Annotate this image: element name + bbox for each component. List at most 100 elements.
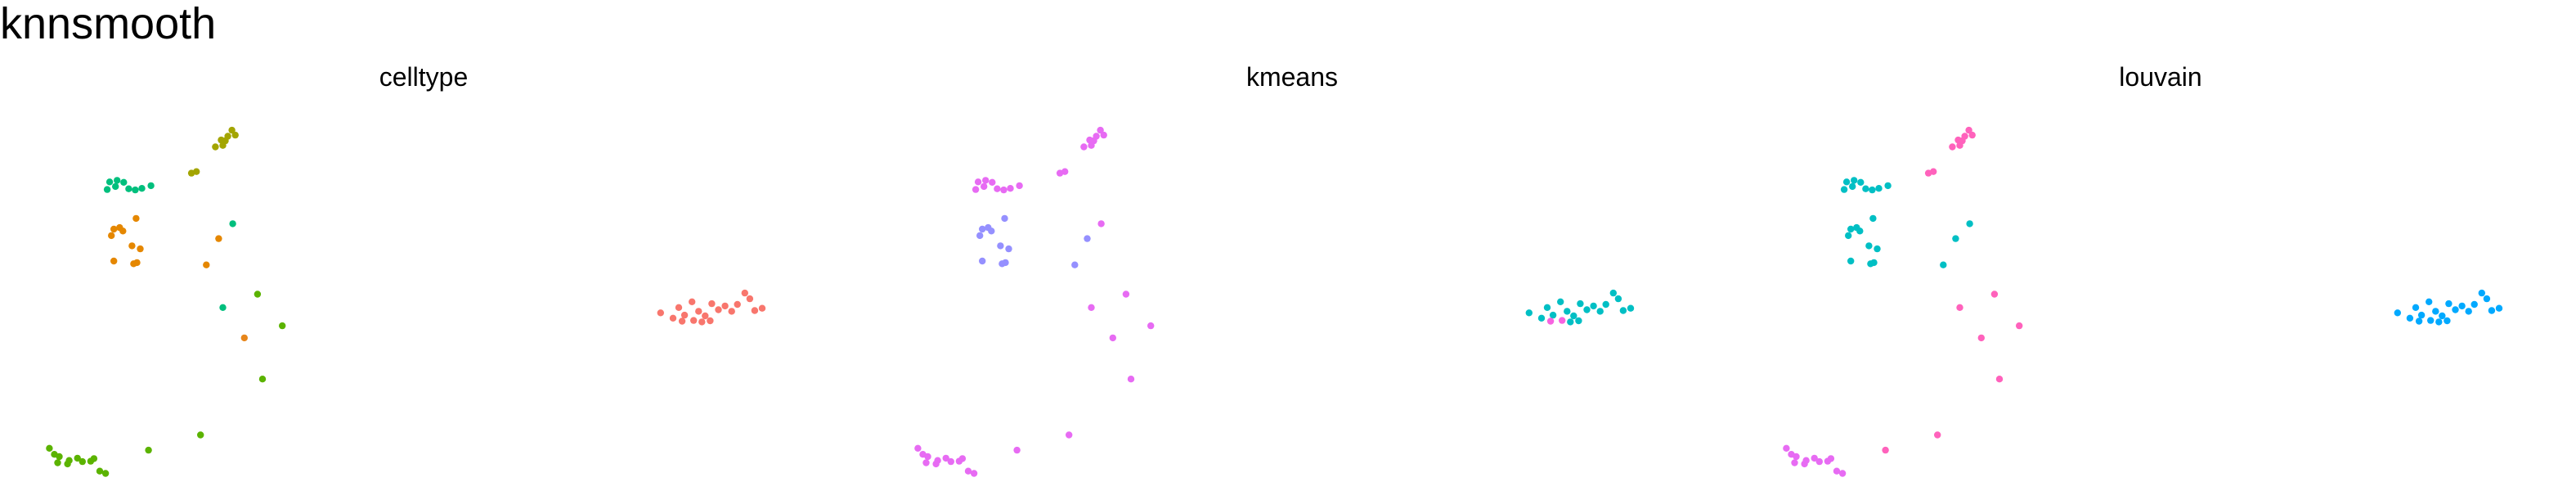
louvain-point-18: [1966, 220, 1973, 227]
kmeans-point-59: [1590, 302, 1597, 310]
celltype-point-37: [46, 444, 53, 452]
louvain-point-41: [1811, 454, 1818, 462]
celltype-point-11: [120, 178, 128, 186]
celltype-point-30: [215, 235, 222, 242]
celltype-point-42: [79, 457, 87, 466]
celltype-point-39: [56, 453, 63, 461]
celltype-point-44: [87, 457, 95, 465]
celltype-point-33: [279, 322, 286, 330]
louvain-point-19: [1956, 304, 1963, 311]
louvain-point-34: [1995, 376, 2004, 383]
celltype-point-47: [96, 467, 104, 475]
celltype-point-63: [746, 295, 754, 303]
celltype-point-67: [690, 317, 698, 324]
kmeans-point-26: [1005, 245, 1012, 253]
celltype-point-61: [734, 300, 741, 309]
celltype-point-26: [137, 245, 144, 253]
kmeans-point-44: [955, 457, 963, 465]
kmeans-point-8: [1061, 168, 1069, 175]
louvain-point-13: [1862, 185, 1869, 192]
louvain-point-64: [2488, 307, 2496, 314]
kmeans-point-61: [1602, 300, 1609, 309]
celltype-point-36: [145, 446, 152, 454]
louvain-point-32: [1990, 291, 1999, 298]
kmeans-point-4: [1086, 136, 1093, 144]
kmeans-point-0: [1097, 126, 1104, 134]
panel-title-kmeans: kmeans: [1246, 62, 1338, 92]
celltype-point-4: [218, 136, 225, 144]
kmeans-point-32: [1122, 291, 1130, 298]
louvain-point-24: [1845, 232, 1852, 240]
kmeans-point-68: [1567, 318, 1574, 326]
louvain-point-49: [1977, 334, 1985, 342]
kmeans-point-23: [988, 227, 995, 235]
celltype-point-66: [678, 318, 686, 325]
kmeans-point-33: [1147, 322, 1155, 330]
kmeans-point-11: [989, 178, 996, 186]
kmeans-point-6: [1088, 142, 1095, 149]
louvain-point-52: [2412, 304, 2420, 311]
celltype-point-45: [64, 460, 71, 468]
kmeans-point-62: [1609, 289, 1618, 297]
kmeans-point-29: [1002, 259, 1009, 267]
celltype-point-6: [219, 142, 227, 149]
kmeans-point-39: [924, 453, 931, 461]
louvain-point-60: [2465, 308, 2472, 315]
celltype-point-49: [240, 334, 248, 342]
celltype-point-27: [110, 257, 118, 265]
kmeans-point-12: [981, 182, 988, 191]
celltype-point-23: [119, 227, 127, 235]
celltype-point-5: [212, 143, 219, 151]
celltype-point-18: [229, 220, 236, 227]
louvain-point-30: [1952, 235, 1959, 242]
kmeans-point-18: [1097, 220, 1105, 227]
celltype-point-22: [110, 225, 118, 233]
celltype-point-60: [728, 308, 735, 315]
celltype-point-32: [254, 291, 262, 298]
kmeans-point-13: [994, 185, 1001, 192]
louvain-point-55: [2432, 308, 2439, 315]
louvain-point-44: [1824, 457, 1832, 465]
points-celltype: [46, 126, 766, 477]
kmeans-point-51: [1537, 314, 1546, 322]
louvain-point-26: [1874, 245, 1881, 253]
kmeans-point-25: [997, 242, 1004, 250]
celltype-point-34: [258, 376, 267, 383]
louvain-point-69: [2444, 317, 2451, 325]
kmeans-point-10: [982, 177, 990, 184]
panel-celltype: celltype: [46, 62, 766, 477]
points-louvain: [1783, 126, 2503, 477]
kmeans-point-17: [1016, 182, 1023, 190]
louvain-point-31: [1940, 261, 1947, 268]
kmeans-point-42: [947, 457, 955, 466]
louvain-point-15: [1840, 186, 1848, 193]
kmeans-point-35: [1066, 431, 1073, 439]
kmeans-point-31: [1071, 261, 1079, 268]
kmeans-point-63: [1614, 295, 1622, 303]
louvain-point-50: [2394, 309, 2401, 317]
louvain-point-22: [1847, 225, 1855, 233]
louvain-point-36: [1882, 446, 1889, 454]
panel-louvain: louvain: [1783, 62, 2503, 477]
kmeans-point-37: [914, 444, 922, 452]
louvain-point-10: [1851, 177, 1858, 184]
louvain-point-54: [2426, 298, 2433, 305]
louvain-point-51: [2406, 314, 2414, 322]
kmeans-point-54: [1557, 298, 1564, 305]
panel-title-celltype: celltype: [379, 62, 469, 92]
kmeans-point-66: [1546, 318, 1555, 325]
louvain-point-59: [2458, 302, 2466, 310]
celltype-point-14: [132, 186, 139, 194]
louvain-point-56: [2439, 312, 2446, 320]
celltype-point-0: [228, 126, 236, 134]
louvain-point-62: [2478, 289, 2485, 297]
kmeans-point-34: [1127, 376, 1135, 383]
louvain-point-53: [2417, 311, 2426, 319]
louvain-point-46: [1791, 459, 1798, 466]
louvain-point-39: [1793, 453, 1800, 461]
celltype-point-19: [219, 304, 227, 311]
celltype-point-1: [231, 131, 239, 139]
louvain-point-67: [2427, 317, 2435, 324]
celltype-point-16: [138, 185, 146, 192]
celltype-point-15: [103, 186, 111, 193]
